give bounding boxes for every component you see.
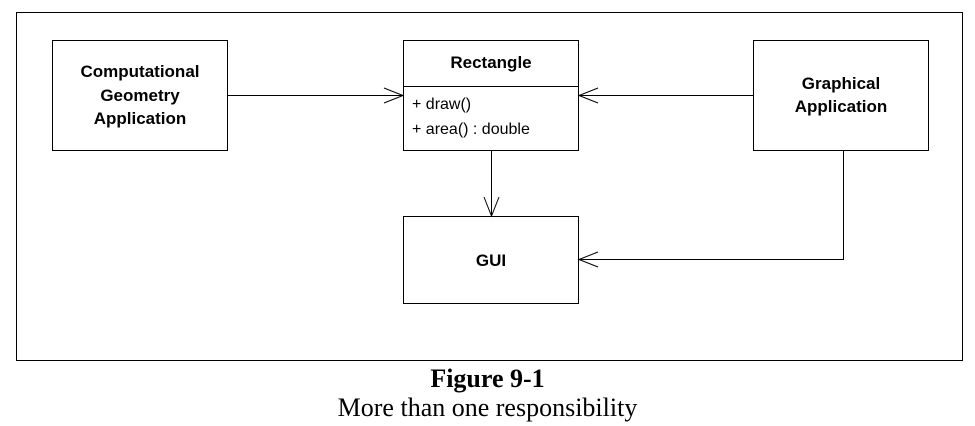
arrow-rectangle-to-gui	[483, 151, 500, 218]
computational-geometry-application-box: Computational Geometry Application	[52, 40, 228, 151]
rectangle-op-draw: + draw()	[412, 96, 471, 113]
rectangle-class-name: Rectangle	[450, 53, 531, 72]
comp-geo-line-2: Geometry	[100, 86, 180, 105]
arrow-graphical-to-gui	[577, 151, 844, 268]
arrow-compgeo-to-rectangle	[228, 87, 405, 104]
figure-caption-title: Figure 9-1	[430, 364, 545, 393]
gui-box: GUI	[403, 216, 579, 304]
graphical-application-box: Graphical Application	[753, 40, 929, 151]
graphical-line-1: Graphical	[802, 74, 880, 93]
gui-label: GUI	[476, 251, 506, 270]
figure-frame	[16, 12, 963, 361]
comp-geo-line-3: Application	[94, 109, 187, 128]
rectangle-class-box: Rectangle + draw() + area() : double	[403, 40, 579, 151]
comp-geo-line-1: Computational	[81, 62, 200, 81]
arrow-graphical-to-rectangle	[577, 87, 753, 104]
rectangle-op-area: + area() : double	[412, 121, 530, 138]
graphical-line-2: Application	[795, 97, 888, 116]
figure-caption-subtitle: More than one responsibility	[337, 393, 638, 422]
